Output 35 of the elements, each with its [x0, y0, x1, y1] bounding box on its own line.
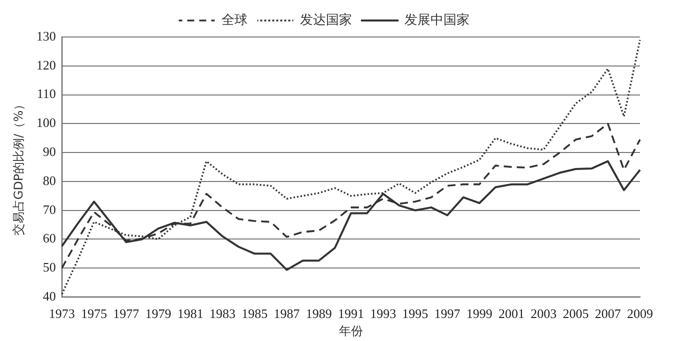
y-tick-label: 40: [42, 288, 56, 304]
x-axis-title: 年份: [338, 324, 363, 338]
y-tick-label: 50: [42, 260, 56, 275]
x-tick-label: 1985: [242, 306, 268, 322]
legend-label: 全球: [221, 12, 248, 28]
x-tick-label: 1991: [338, 306, 364, 322]
legend-label: 发达国家: [300, 12, 352, 28]
y-tick-label: 70: [42, 202, 56, 217]
y-tick-label: 90: [42, 144, 56, 159]
y-tick-label: 100: [36, 115, 56, 130]
x-tick-label: 1979: [145, 306, 172, 322]
line-series: [61, 38, 641, 296]
x-tick-label: 1993: [370, 306, 396, 322]
x-tick-label: 2009: [627, 306, 653, 322]
legend-label: 发展中国家: [404, 12, 470, 28]
x-tick-label: 1983: [209, 306, 236, 322]
x-tick-label: 1995: [402, 306, 428, 322]
x-tick-label: 2001: [498, 306, 525, 322]
y-tick-label: 120: [36, 57, 56, 72]
y-tick-label: 110: [36, 86, 56, 102]
x-tick-label: 1977: [113, 306, 140, 322]
x-tick-label: 1997: [434, 306, 461, 322]
x-tick-label: 1987: [274, 306, 300, 322]
y-axis-title: 交易占GDP的比例/（%）: [11, 98, 26, 236]
x-tick-label: 1975: [81, 306, 108, 322]
y-tick-label: 80: [42, 172, 56, 188]
x-tick-label: 1989: [306, 306, 332, 322]
x-tick-label: 1973: [48, 306, 75, 322]
y-tick-label: 130: [36, 28, 56, 44]
y-tick-label: 60: [42, 230, 56, 246]
x-tick-label: 2007: [594, 306, 622, 322]
x-tick-label: 2003: [530, 306, 557, 322]
x-tick-label: 2005: [562, 306, 589, 322]
x-tick-label: 1981: [177, 306, 204, 322]
x-tick-label: 1999: [466, 306, 492, 322]
